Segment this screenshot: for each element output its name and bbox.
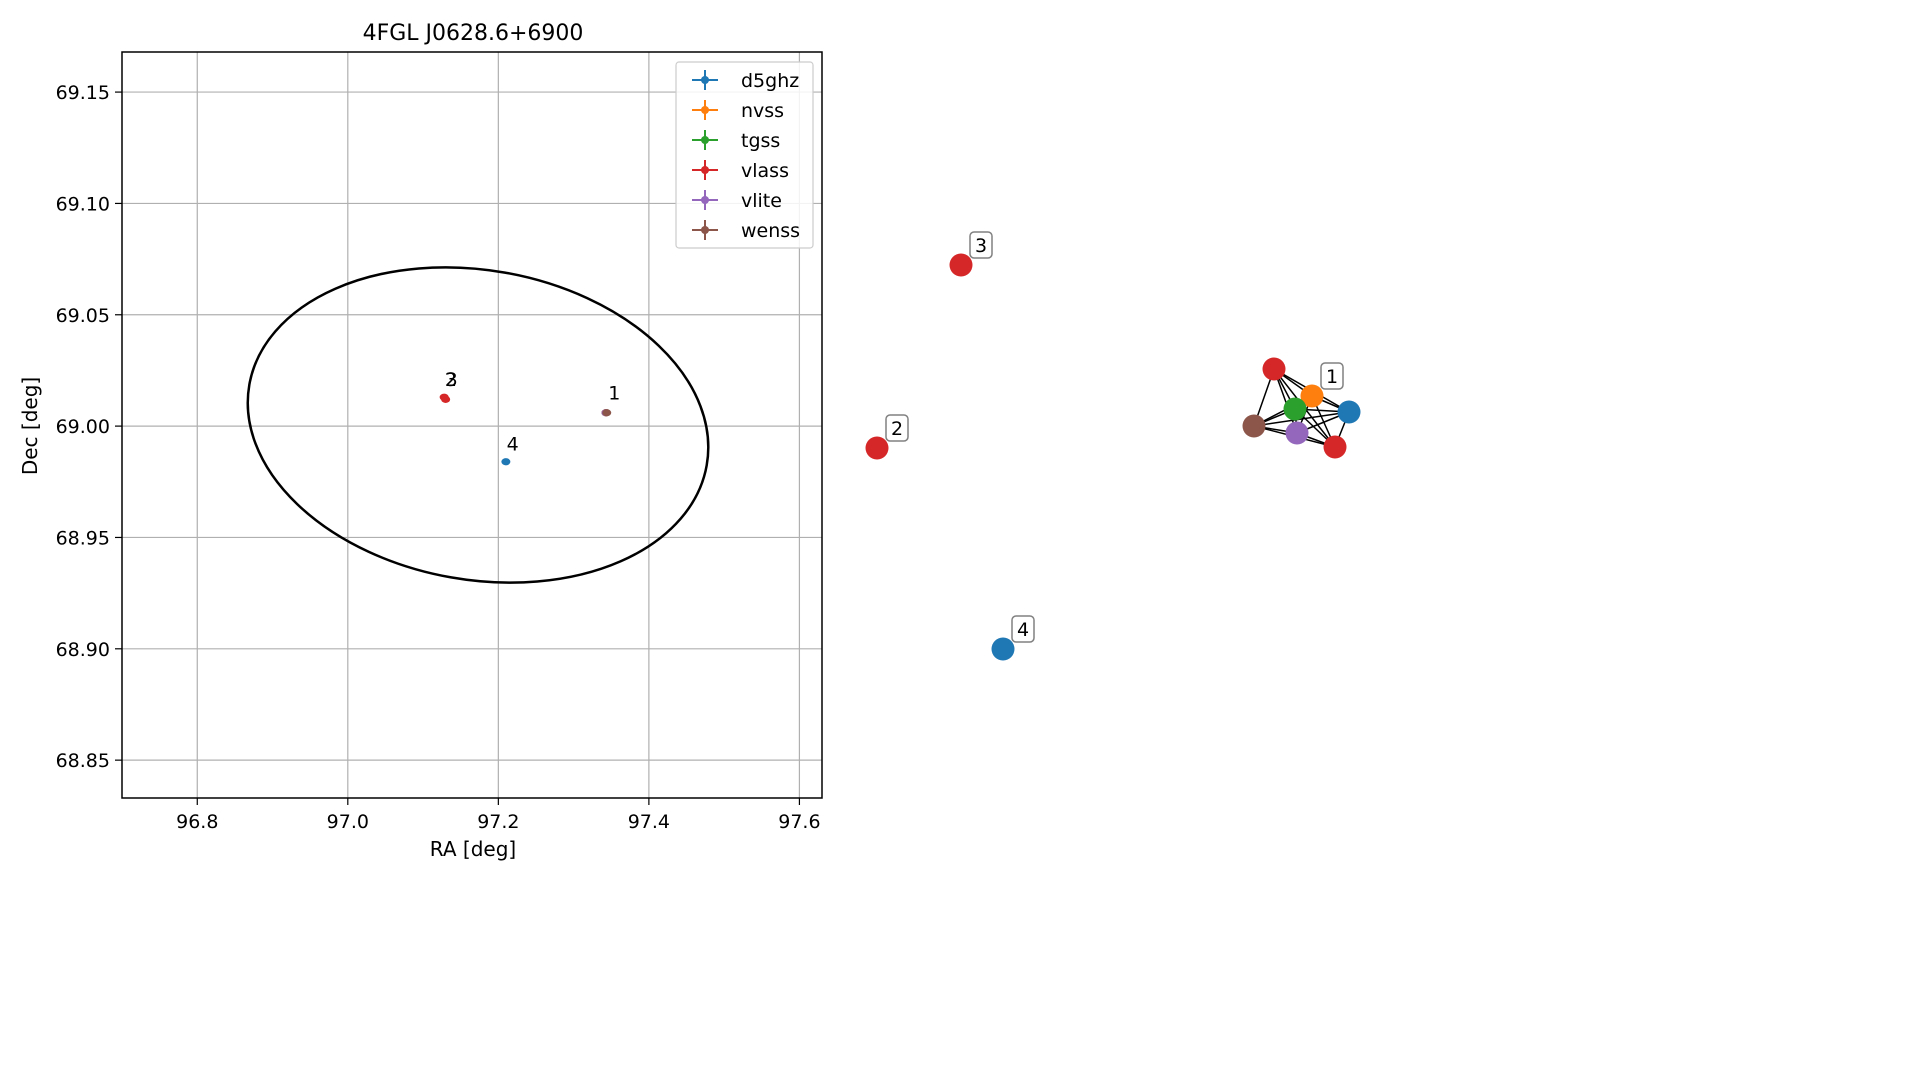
legend-marker bbox=[701, 106, 709, 114]
network-node bbox=[1242, 414, 1266, 438]
y-tick-label: 69.10 bbox=[56, 193, 110, 215]
legend-marker bbox=[701, 76, 709, 84]
y-tick-label: 69.15 bbox=[56, 82, 110, 104]
network-nodes bbox=[865, 253, 1361, 661]
label-text: 1 bbox=[1326, 366, 1338, 388]
grid bbox=[122, 52, 822, 798]
legend-item-vlass: vlass bbox=[692, 160, 789, 182]
x-tick-label: 97.4 bbox=[628, 811, 670, 833]
network-node bbox=[991, 637, 1015, 661]
network-node-label: 3 bbox=[969, 231, 993, 259]
network-node bbox=[1323, 435, 1347, 459]
legend-label: vlite bbox=[741, 190, 782, 212]
network-labels: 3 2 4 1 bbox=[885, 231, 1344, 643]
label-text: 2 bbox=[891, 418, 903, 440]
x-tick-label: 96.8 bbox=[176, 811, 218, 833]
data-point-vlass bbox=[441, 395, 451, 403]
legend-marker bbox=[701, 136, 709, 144]
localization-ellipse bbox=[246, 266, 710, 584]
legend-label: tgss bbox=[741, 130, 780, 152]
legend-marker bbox=[701, 166, 709, 174]
legend-marker bbox=[701, 196, 709, 204]
legend-marker bbox=[701, 226, 709, 234]
label-text: 4 bbox=[1017, 619, 1029, 641]
x-axis-label: RA [deg] bbox=[430, 837, 516, 861]
data-points bbox=[439, 393, 612, 466]
network-node bbox=[1285, 421, 1309, 445]
x-tick-label: 97.2 bbox=[477, 811, 519, 833]
legend-label: vlass bbox=[741, 160, 789, 182]
y-tick-label: 69.00 bbox=[56, 416, 110, 438]
network-node-label: 1 bbox=[1320, 362, 1344, 390]
legend-label: d5ghz bbox=[741, 70, 799, 92]
legend-item-vlite: vlite bbox=[692, 190, 782, 212]
point-label: 1 bbox=[608, 382, 620, 404]
network-node bbox=[1300, 384, 1324, 408]
point-label: 2 bbox=[445, 369, 457, 391]
confidence-ellipse bbox=[246, 266, 710, 584]
legend: d5ghz nvss tgss vlass vlite wenss bbox=[675, 61, 814, 249]
network-node bbox=[865, 436, 889, 460]
legend-label: nvss bbox=[741, 100, 784, 122]
y-tick-label: 68.85 bbox=[56, 750, 110, 772]
y-tick-label: 69.05 bbox=[56, 305, 110, 327]
y-tick-label: 68.95 bbox=[56, 527, 110, 549]
point-label: 4 bbox=[507, 434, 519, 456]
network-edge bbox=[1253, 411, 1350, 427]
data-point-d5ghz bbox=[501, 458, 511, 466]
x-tick-label: 97.6 bbox=[778, 811, 820, 833]
legend-box bbox=[675, 61, 814, 249]
network-node-label: 4 bbox=[1011, 615, 1035, 643]
x-tick-label: 97.0 bbox=[327, 811, 369, 833]
plot-frame bbox=[121, 51, 823, 799]
match-network: 3 2 4 1 bbox=[865, 231, 1361, 661]
plot-title: 4FGL J0628.6+6900 bbox=[363, 21, 584, 46]
data-point-wenss bbox=[602, 409, 612, 417]
y-axis-ticks: 68.85 68.90 68.95 69.00 69.05 69.10 69.15 bbox=[56, 82, 122, 772]
x-axis-ticks: 96.8 97.0 97.2 97.4 97.6 bbox=[176, 798, 821, 833]
network-node bbox=[1283, 397, 1307, 421]
network-node-label: 2 bbox=[885, 414, 909, 442]
label-box bbox=[885, 414, 909, 442]
network-node bbox=[949, 253, 973, 277]
network-node bbox=[1337, 400, 1361, 424]
point-label: 3 bbox=[446, 369, 458, 391]
legend-item-nvss: nvss bbox=[692, 100, 784, 122]
label-box bbox=[969, 231, 993, 259]
label-box bbox=[1320, 362, 1344, 390]
label-text: 3 bbox=[975, 235, 987, 257]
legend-item-d5ghz: d5ghz bbox=[692, 70, 799, 92]
y-axis-label: Dec [deg] bbox=[18, 377, 42, 475]
y-tick-label: 68.90 bbox=[56, 639, 110, 661]
network-node bbox=[1262, 357, 1286, 381]
legend-item-tgss: tgss bbox=[692, 130, 780, 152]
label-box bbox=[1011, 615, 1035, 643]
legend-label: wenss bbox=[741, 220, 800, 242]
legend-item-wenss: wenss bbox=[692, 220, 800, 242]
point-annotations: 1 23 4 bbox=[445, 369, 620, 456]
